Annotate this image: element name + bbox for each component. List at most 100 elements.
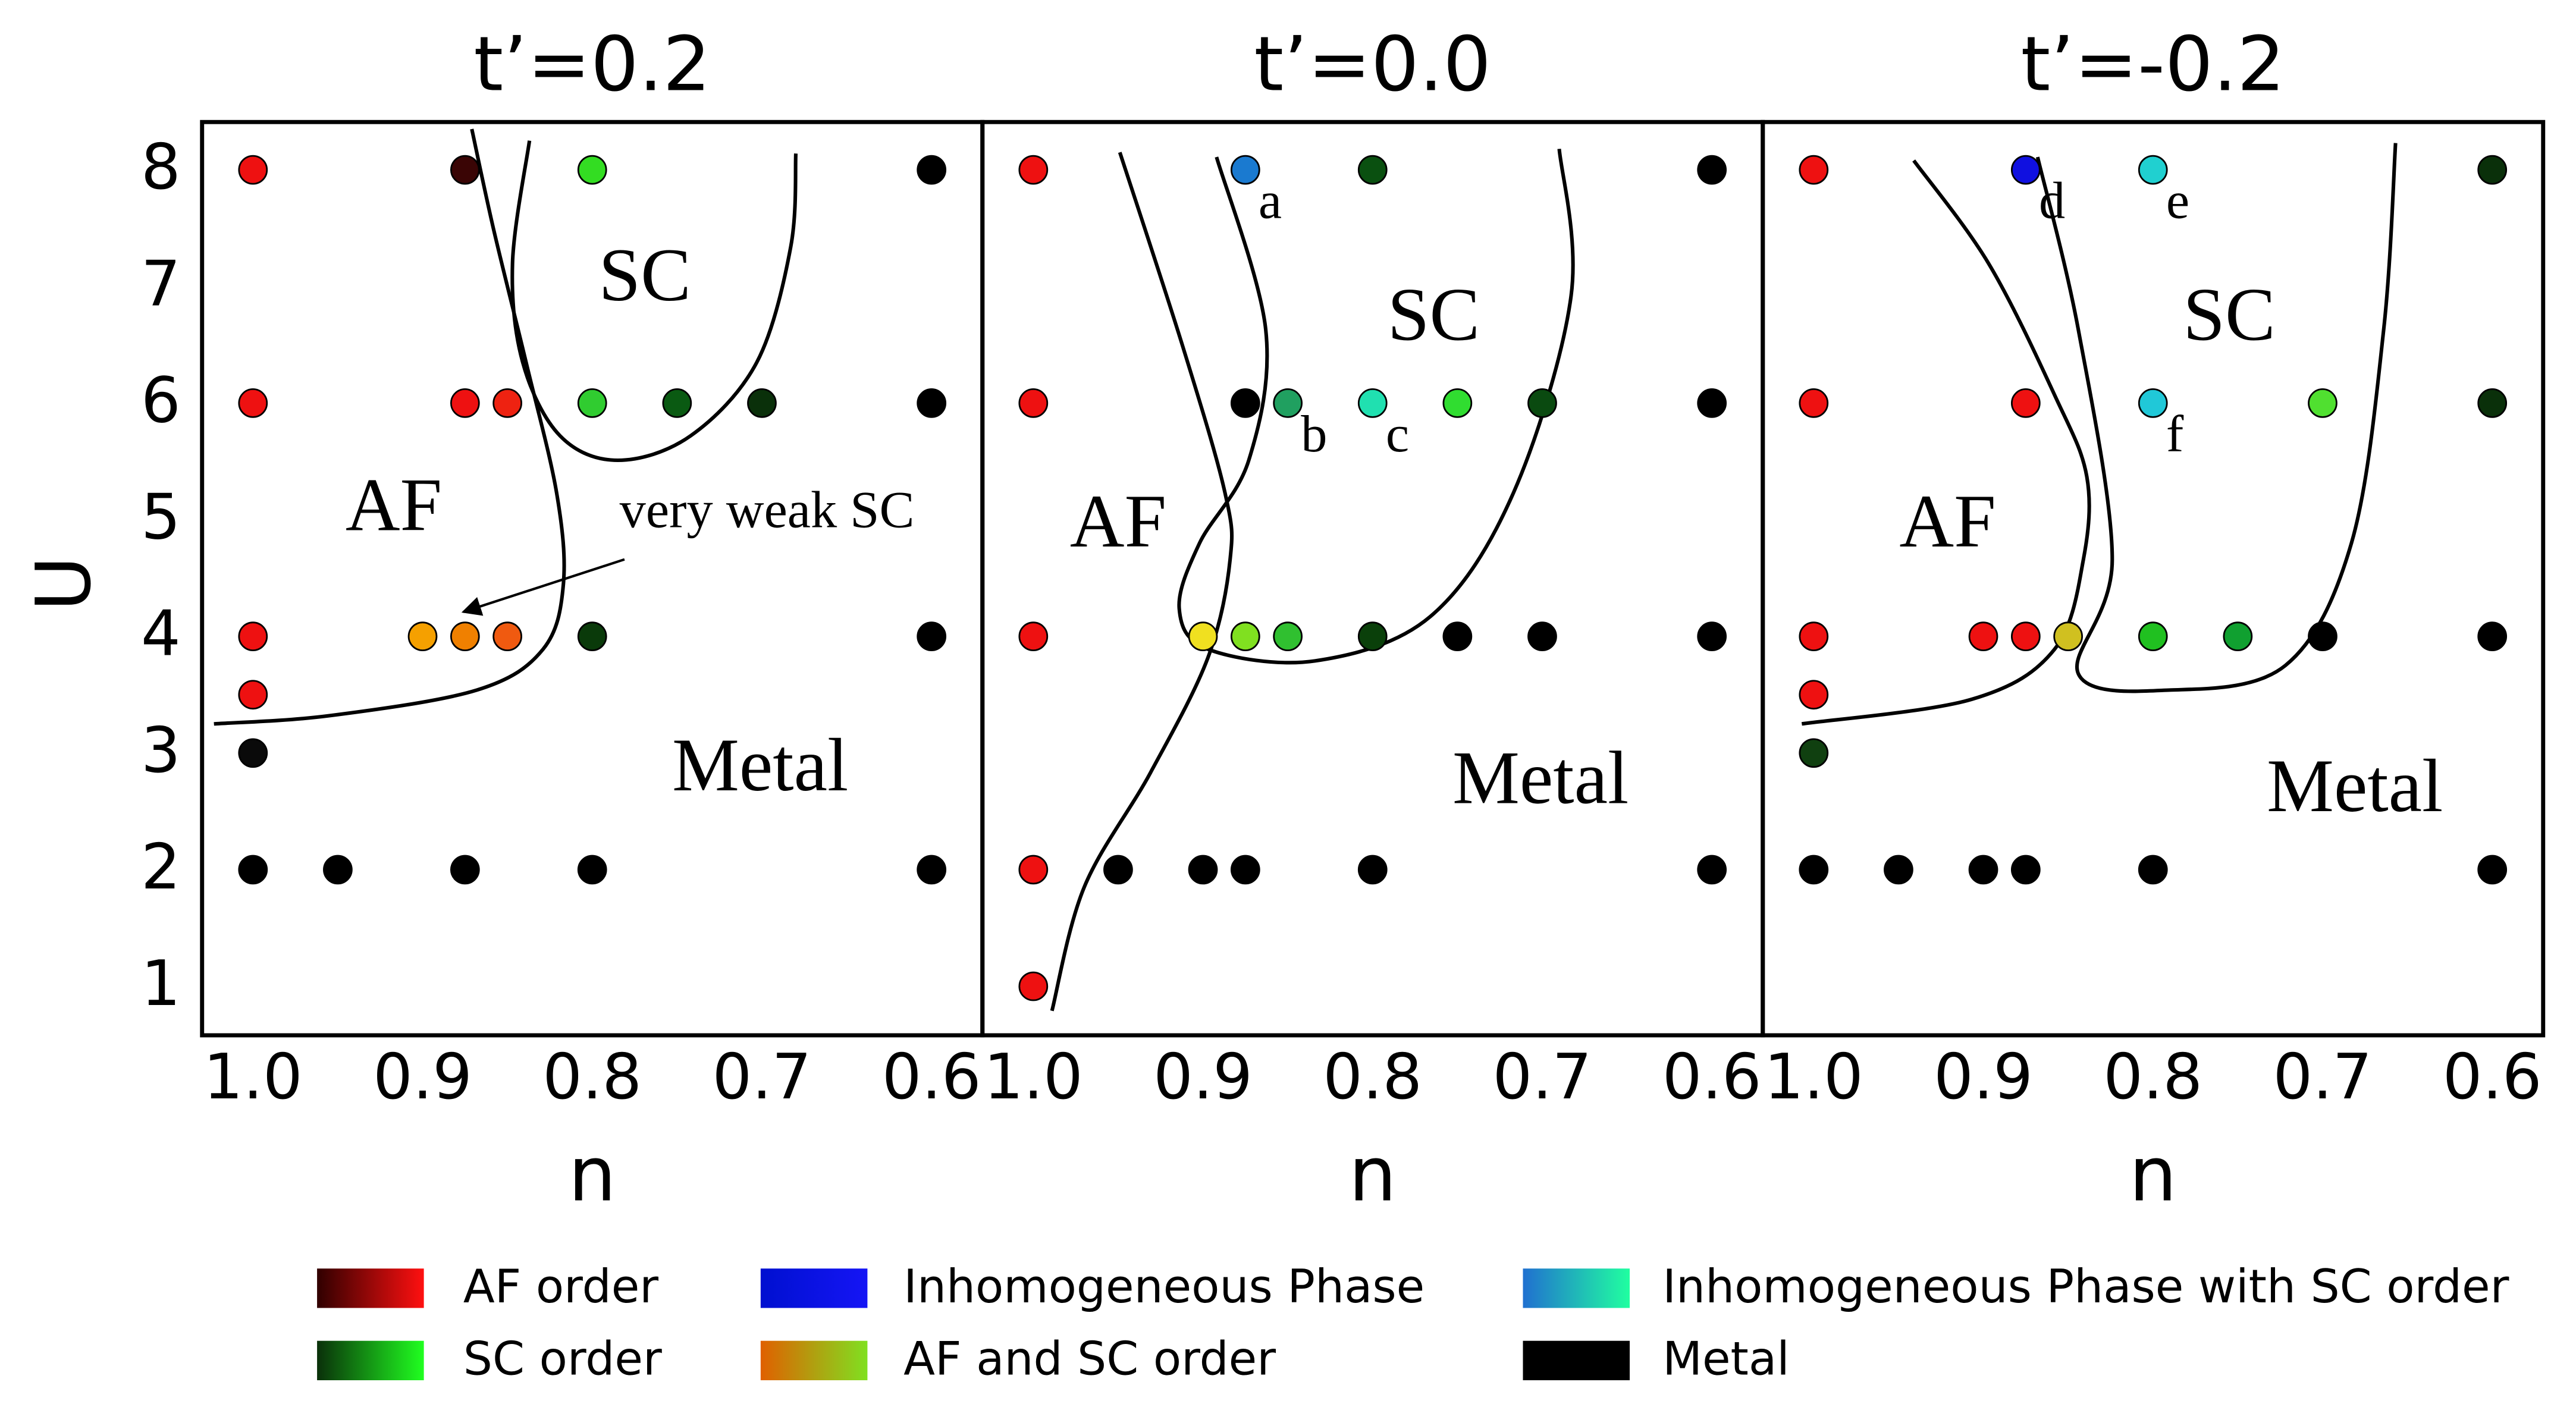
data-point — [577, 855, 607, 885]
region-label: Metal — [1452, 736, 1629, 819]
x-axis-label: n — [2129, 1130, 2177, 1218]
x-tick-label: 0.7 — [713, 1041, 812, 1113]
data-point — [1442, 621, 1473, 652]
region-label: SC — [1388, 274, 1480, 357]
y-tick-label: 6 — [141, 364, 181, 436]
data-point — [1884, 855, 1913, 885]
data-point — [1799, 738, 1829, 768]
data-point — [238, 388, 268, 418]
data-point — [2138, 855, 2168, 885]
x-tick-label: 0.8 — [542, 1041, 642, 1113]
data-point — [2010, 155, 2041, 185]
point-label: d — [2039, 172, 2065, 230]
data-point — [917, 855, 947, 885]
data-point — [577, 388, 607, 418]
data-point — [1018, 388, 1049, 418]
legend-swatch — [317, 1268, 424, 1308]
data-point — [492, 621, 522, 652]
data-point — [2308, 388, 2337, 418]
data-point — [1799, 388, 1829, 418]
data-point — [2138, 388, 2168, 418]
region-label: AF — [346, 463, 442, 547]
data-point — [917, 155, 947, 185]
data-point — [1357, 621, 1388, 652]
data-point — [450, 855, 480, 885]
data-point — [2138, 155, 2168, 185]
x-tick-label: 0.8 — [2103, 1041, 2202, 1113]
data-point — [2138, 621, 2168, 652]
point-label: e — [2166, 172, 2189, 230]
data-point — [238, 855, 268, 885]
y-axis-label: U — [20, 556, 108, 611]
data-point — [917, 388, 947, 418]
phase-boundary — [1177, 149, 1575, 665]
point-label: c — [1386, 405, 1409, 463]
region-label: Metal — [672, 724, 848, 807]
data-point — [2053, 621, 2084, 652]
data-point — [662, 388, 692, 418]
data-point — [1230, 621, 1260, 652]
legend-swatch — [760, 1268, 868, 1308]
legend-swatch — [1523, 1268, 1630, 1308]
phase-boundary — [510, 140, 798, 463]
data-point — [2477, 155, 2508, 185]
plot-frame — [1761, 120, 2546, 1038]
data-point — [450, 388, 480, 418]
x-tick-label: 1.0 — [1764, 1041, 1863, 1113]
legend-swatch — [1523, 1340, 1630, 1380]
data-point — [1273, 621, 1303, 652]
y-tick-label: 7 — [141, 247, 181, 320]
data-point — [1273, 388, 1303, 418]
legend-label: SC order — [463, 1333, 662, 1386]
y-tick-label: 1 — [141, 947, 181, 1020]
region-label: Metal — [2267, 745, 2443, 828]
legend-label: AF order — [463, 1260, 658, 1314]
data-point — [2477, 855, 2508, 885]
x-tick-label: 1.0 — [203, 1041, 303, 1113]
region-label: SC — [2183, 274, 2275, 357]
data-point — [577, 621, 607, 652]
region-label: SC — [598, 234, 691, 317]
x-tick-label: 0.6 — [882, 1041, 981, 1113]
data-point — [238, 738, 268, 768]
x-tick-label: 1.0 — [984, 1041, 1083, 1113]
data-point — [407, 621, 438, 652]
data-point — [2010, 621, 2041, 652]
point-label: f — [2166, 405, 2184, 463]
data-point — [1697, 621, 1727, 652]
data-point — [2010, 388, 2041, 418]
data-point — [1799, 855, 1829, 885]
y-tick-label: 5 — [141, 481, 181, 554]
data-point — [238, 621, 268, 652]
data-point — [1697, 388, 1727, 418]
x-tick-label: 0.7 — [2273, 1041, 2373, 1113]
point-label: b — [1301, 405, 1327, 463]
data-point — [917, 621, 947, 652]
data-point — [2010, 855, 2041, 885]
data-point — [238, 680, 268, 710]
legend-label: Inhomogeneous Phase with SC order — [1662, 1260, 2509, 1314]
data-point — [1188, 855, 1218, 885]
data-point — [1799, 621, 1829, 652]
data-point — [2477, 388, 2508, 418]
x-tick-label: 0.9 — [1153, 1041, 1253, 1113]
x-tick-label: 0.7 — [1493, 1041, 1592, 1113]
data-point — [238, 155, 268, 185]
data-point — [1230, 855, 1260, 885]
data-point — [1697, 155, 1727, 185]
data-point — [1103, 855, 1133, 885]
data-point — [1357, 155, 1388, 185]
phase-boundary — [214, 128, 566, 726]
data-point — [1230, 155, 1260, 185]
data-point — [492, 388, 522, 418]
data-point — [1799, 155, 1829, 185]
data-point — [1968, 621, 1998, 652]
data-point — [1357, 388, 1388, 418]
panel-title: t’=0.0 — [1254, 20, 1491, 108]
data-point — [1442, 388, 1473, 418]
annotation-arrow — [461, 558, 625, 616]
x-tick-label: 0.6 — [2443, 1041, 2542, 1113]
plot-frame — [980, 120, 1765, 1038]
legend-label: AF and SC order — [903, 1333, 1276, 1386]
